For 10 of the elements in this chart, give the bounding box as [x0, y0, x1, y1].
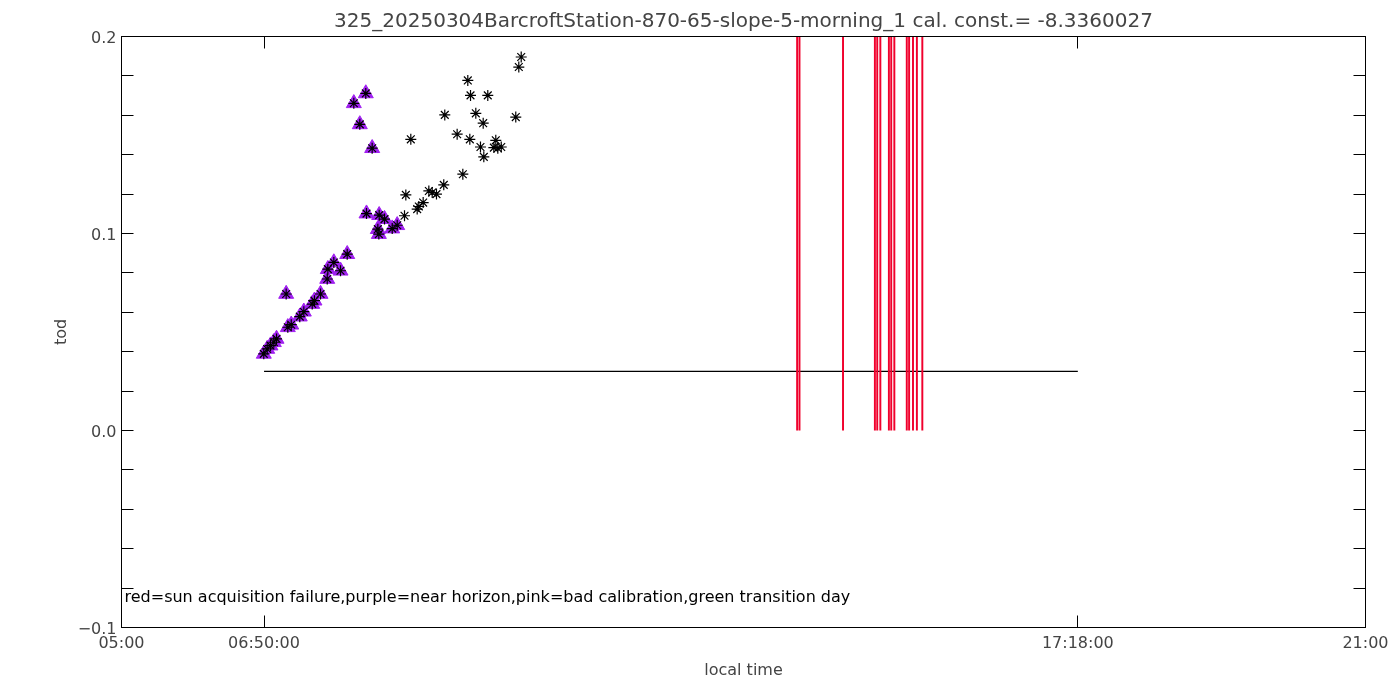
chart-title: 325_20250304BarcroftStation-870-65-slope-5-morning_1 cal. const.= -8.3360027 — [334, 7, 1153, 32]
y-tick-label: 0.1 — [91, 224, 117, 244]
x-tick-label: 21:00 — [1342, 632, 1389, 652]
x-tick-label: 17:18:00 — [1041, 632, 1114, 652]
x-tick-label: 06:50:00 — [228, 632, 300, 652]
y-axis-title: tod — [50, 318, 70, 346]
annotation: red=sun acquisition failure,purple=near horizon,pink=bad calibration,green transition day — [124, 586, 851, 606]
x-axis-title: local time — [704, 659, 783, 679]
y-tick-label: 0.2 — [91, 27, 117, 47]
y-tick-label: 0.0 — [91, 421, 117, 441]
